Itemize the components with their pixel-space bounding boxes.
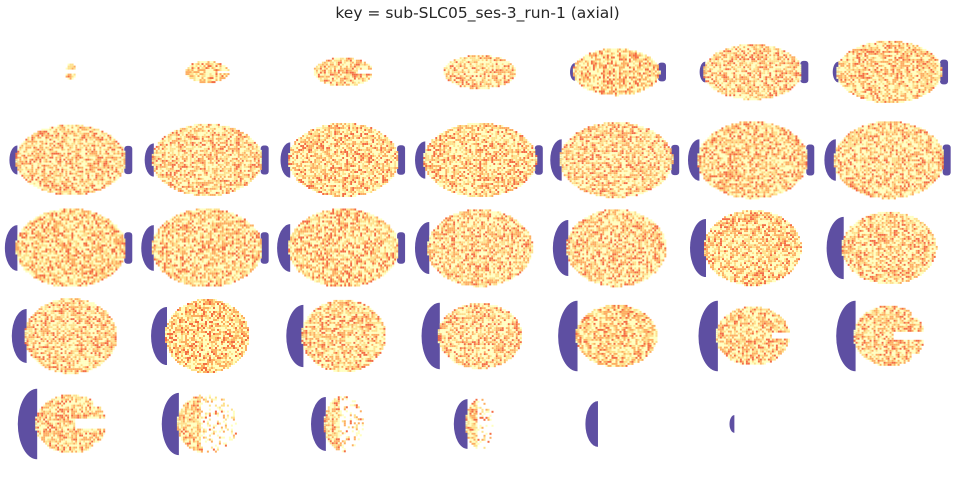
slice-30 <box>161 392 237 456</box>
head-edge-shape <box>141 225 154 271</box>
head-edge-tab <box>658 62 666 82</box>
head-edge-shape <box>415 141 426 179</box>
slice-8 <box>9 124 133 195</box>
head-edge-tab <box>260 232 269 264</box>
slice-20 <box>690 210 802 287</box>
head-edge-tab <box>800 60 809 84</box>
slice-7 <box>832 40 949 103</box>
head-edge-shape <box>826 216 844 280</box>
head-edge-shape <box>11 309 27 363</box>
slice-11 <box>415 123 543 197</box>
head-edge-shape <box>144 143 154 177</box>
slice-34 <box>729 415 735 433</box>
slice-24 <box>286 299 386 372</box>
slice-4 <box>443 55 516 90</box>
head-edge-shape <box>280 142 291 178</box>
head-edge-tab <box>806 144 815 176</box>
slice-28 <box>836 300 924 372</box>
head-edge-shape <box>286 304 304 368</box>
figure-title: key = sub-SLC05_ses-3_run-1 (axial) <box>0 4 955 22</box>
head-edge-shape <box>414 222 430 274</box>
slice-3 <box>313 57 372 86</box>
slice-23 <box>151 299 249 373</box>
head-edge-shape <box>311 397 326 451</box>
slice-6 <box>699 44 809 101</box>
slice-14 <box>824 121 951 200</box>
slice-27 <box>698 300 790 372</box>
slice-25 <box>421 302 522 370</box>
head-edge-tab <box>260 145 269 175</box>
slice-9 <box>144 123 269 196</box>
slice-32 <box>453 398 494 449</box>
head-edge-shape <box>161 392 179 456</box>
slice-26 <box>558 300 658 372</box>
head-edge-shape <box>552 219 569 277</box>
slice-16 <box>141 208 269 287</box>
slice-2 <box>185 61 230 84</box>
head-edge-tab <box>940 59 949 85</box>
slice-33 <box>585 401 598 447</box>
slice-5 <box>570 48 666 97</box>
head-edge-tab <box>397 232 406 264</box>
slice-29 <box>17 388 106 460</box>
slice-21 <box>826 211 938 284</box>
head-edge-tab <box>124 232 133 264</box>
head-edge-shape <box>824 139 836 181</box>
head-edge-tab <box>942 144 951 176</box>
head-edge-shape <box>836 300 856 372</box>
head-edge-shape <box>17 388 38 460</box>
head-edge-shape <box>698 300 718 372</box>
head-edge-shape <box>4 225 18 271</box>
head-edge-shape <box>585 401 598 447</box>
slice-10 <box>280 123 406 197</box>
slice-19 <box>552 209 667 288</box>
slice-13 <box>687 121 815 200</box>
head-edge-shape <box>729 415 735 433</box>
slice-1 <box>65 63 76 80</box>
head-edge-tab <box>671 144 680 176</box>
head-edge-tab <box>124 145 133 175</box>
slice-31 <box>311 396 364 453</box>
slice-15 <box>4 208 133 287</box>
slice-18 <box>414 209 534 288</box>
head-edge-tab <box>534 145 543 175</box>
slice-22 <box>11 298 117 375</box>
head-edge-shape <box>453 399 468 449</box>
head-edge-shape <box>690 218 706 278</box>
head-edge-shape <box>687 139 700 181</box>
head-edge-shape <box>550 139 562 181</box>
head-edge-shape <box>151 306 167 366</box>
slice-17 <box>277 208 406 287</box>
slice-12 <box>550 122 680 199</box>
head-edge-shape <box>277 224 291 272</box>
head-edge-tab <box>397 145 406 175</box>
head-edge-shape <box>421 302 440 370</box>
head-edge-shape <box>558 300 578 372</box>
